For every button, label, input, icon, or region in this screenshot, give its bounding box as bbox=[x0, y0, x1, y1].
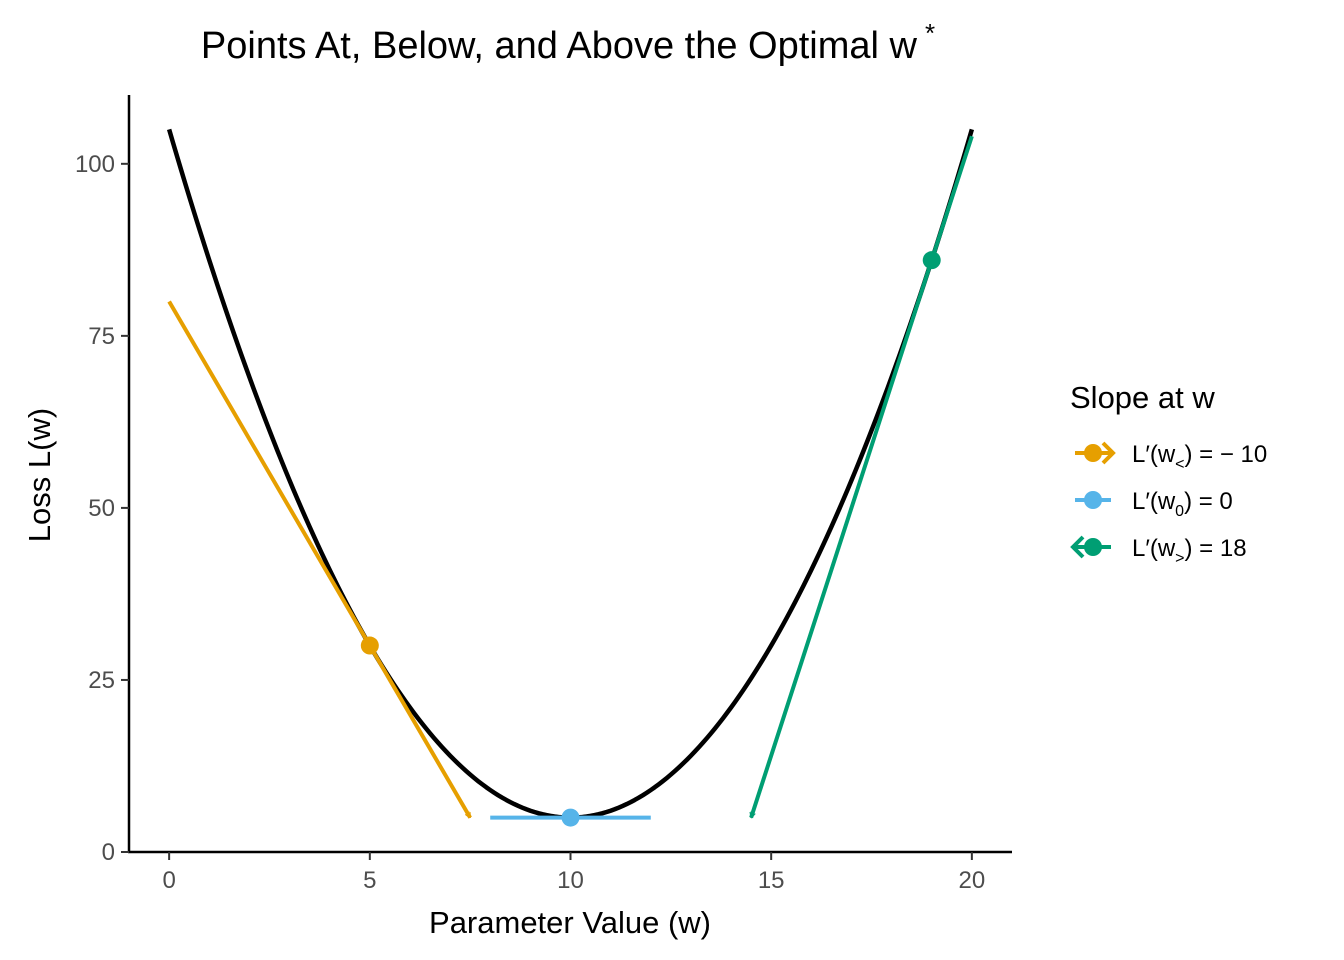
chart-title: Points At, Below, and Above the Optimal … bbox=[201, 18, 935, 67]
legend-label-tail: ) = 18 bbox=[1185, 535, 1247, 562]
legend-key-point bbox=[1084, 538, 1102, 556]
legend-label-subscript: 0 bbox=[1175, 503, 1184, 520]
legend-label: L′(w0) = 0 bbox=[1132, 488, 1233, 520]
y-tick-label: 50 bbox=[88, 495, 115, 522]
tangent-segment-1 bbox=[167, 300, 472, 817]
legend-key-point bbox=[1084, 491, 1102, 509]
y-tick-label: 100 bbox=[75, 151, 115, 178]
legend-label-main: L′(w bbox=[1132, 535, 1176, 562]
legend-label-main: L′(w bbox=[1132, 488, 1176, 515]
y-tick-label: 75 bbox=[88, 323, 115, 350]
legend-label-tail: ) = 0 bbox=[1184, 488, 1233, 515]
x-axis-title: Parameter Value (w) bbox=[429, 905, 711, 940]
title-superscript: * bbox=[925, 18, 935, 48]
data-point-1 bbox=[360, 636, 379, 655]
tangent-segment-3 bbox=[749, 135, 974, 817]
axes: 0 5 10 15 20 0 25 50 75 100 bbox=[75, 95, 1012, 894]
legend-arrow-left-icon bbox=[1070, 535, 1085, 559]
x-tick-label: 5 bbox=[363, 867, 376, 894]
y-tick-label: 25 bbox=[88, 667, 115, 694]
data-point-3 bbox=[922, 251, 941, 270]
legend-item-1: L′(w<) = − 10 bbox=[1075, 441, 1267, 473]
x-tick-label: 15 bbox=[758, 867, 785, 894]
legend-label: L′(w<) = − 10 bbox=[1132, 441, 1267, 473]
legend-title: Slope at w bbox=[1070, 380, 1215, 415]
legend-item-3: L′(w>) = 18 bbox=[1070, 535, 1247, 567]
x-tick-label: 10 bbox=[557, 867, 584, 894]
plot-area bbox=[166, 128, 975, 827]
data-point-2 bbox=[561, 808, 580, 827]
legend-label-tail: ) = − 10 bbox=[1185, 441, 1268, 468]
x-tick-label: 20 bbox=[959, 867, 986, 894]
y-axis-title: Loss L(w) bbox=[22, 408, 57, 542]
legend-item-2: L′(w0) = 0 bbox=[1075, 488, 1233, 520]
x-tick-label: 0 bbox=[162, 867, 175, 894]
legend-label-subscript: < bbox=[1175, 456, 1184, 473]
legend-arrow-right-icon bbox=[1101, 441, 1116, 465]
legend-label: L′(w>) = 18 bbox=[1132, 535, 1247, 567]
legend: Slope at w L′(w<) = − 10L′(w0) = 0L′(w>)… bbox=[1070, 380, 1267, 567]
loss-curve bbox=[166, 128, 975, 820]
y-tick-label: 0 bbox=[102, 839, 115, 866]
legend-label-subscript: > bbox=[1175, 550, 1184, 567]
legend-key-point bbox=[1084, 444, 1102, 462]
legend-label-main: L′(w bbox=[1132, 441, 1176, 468]
